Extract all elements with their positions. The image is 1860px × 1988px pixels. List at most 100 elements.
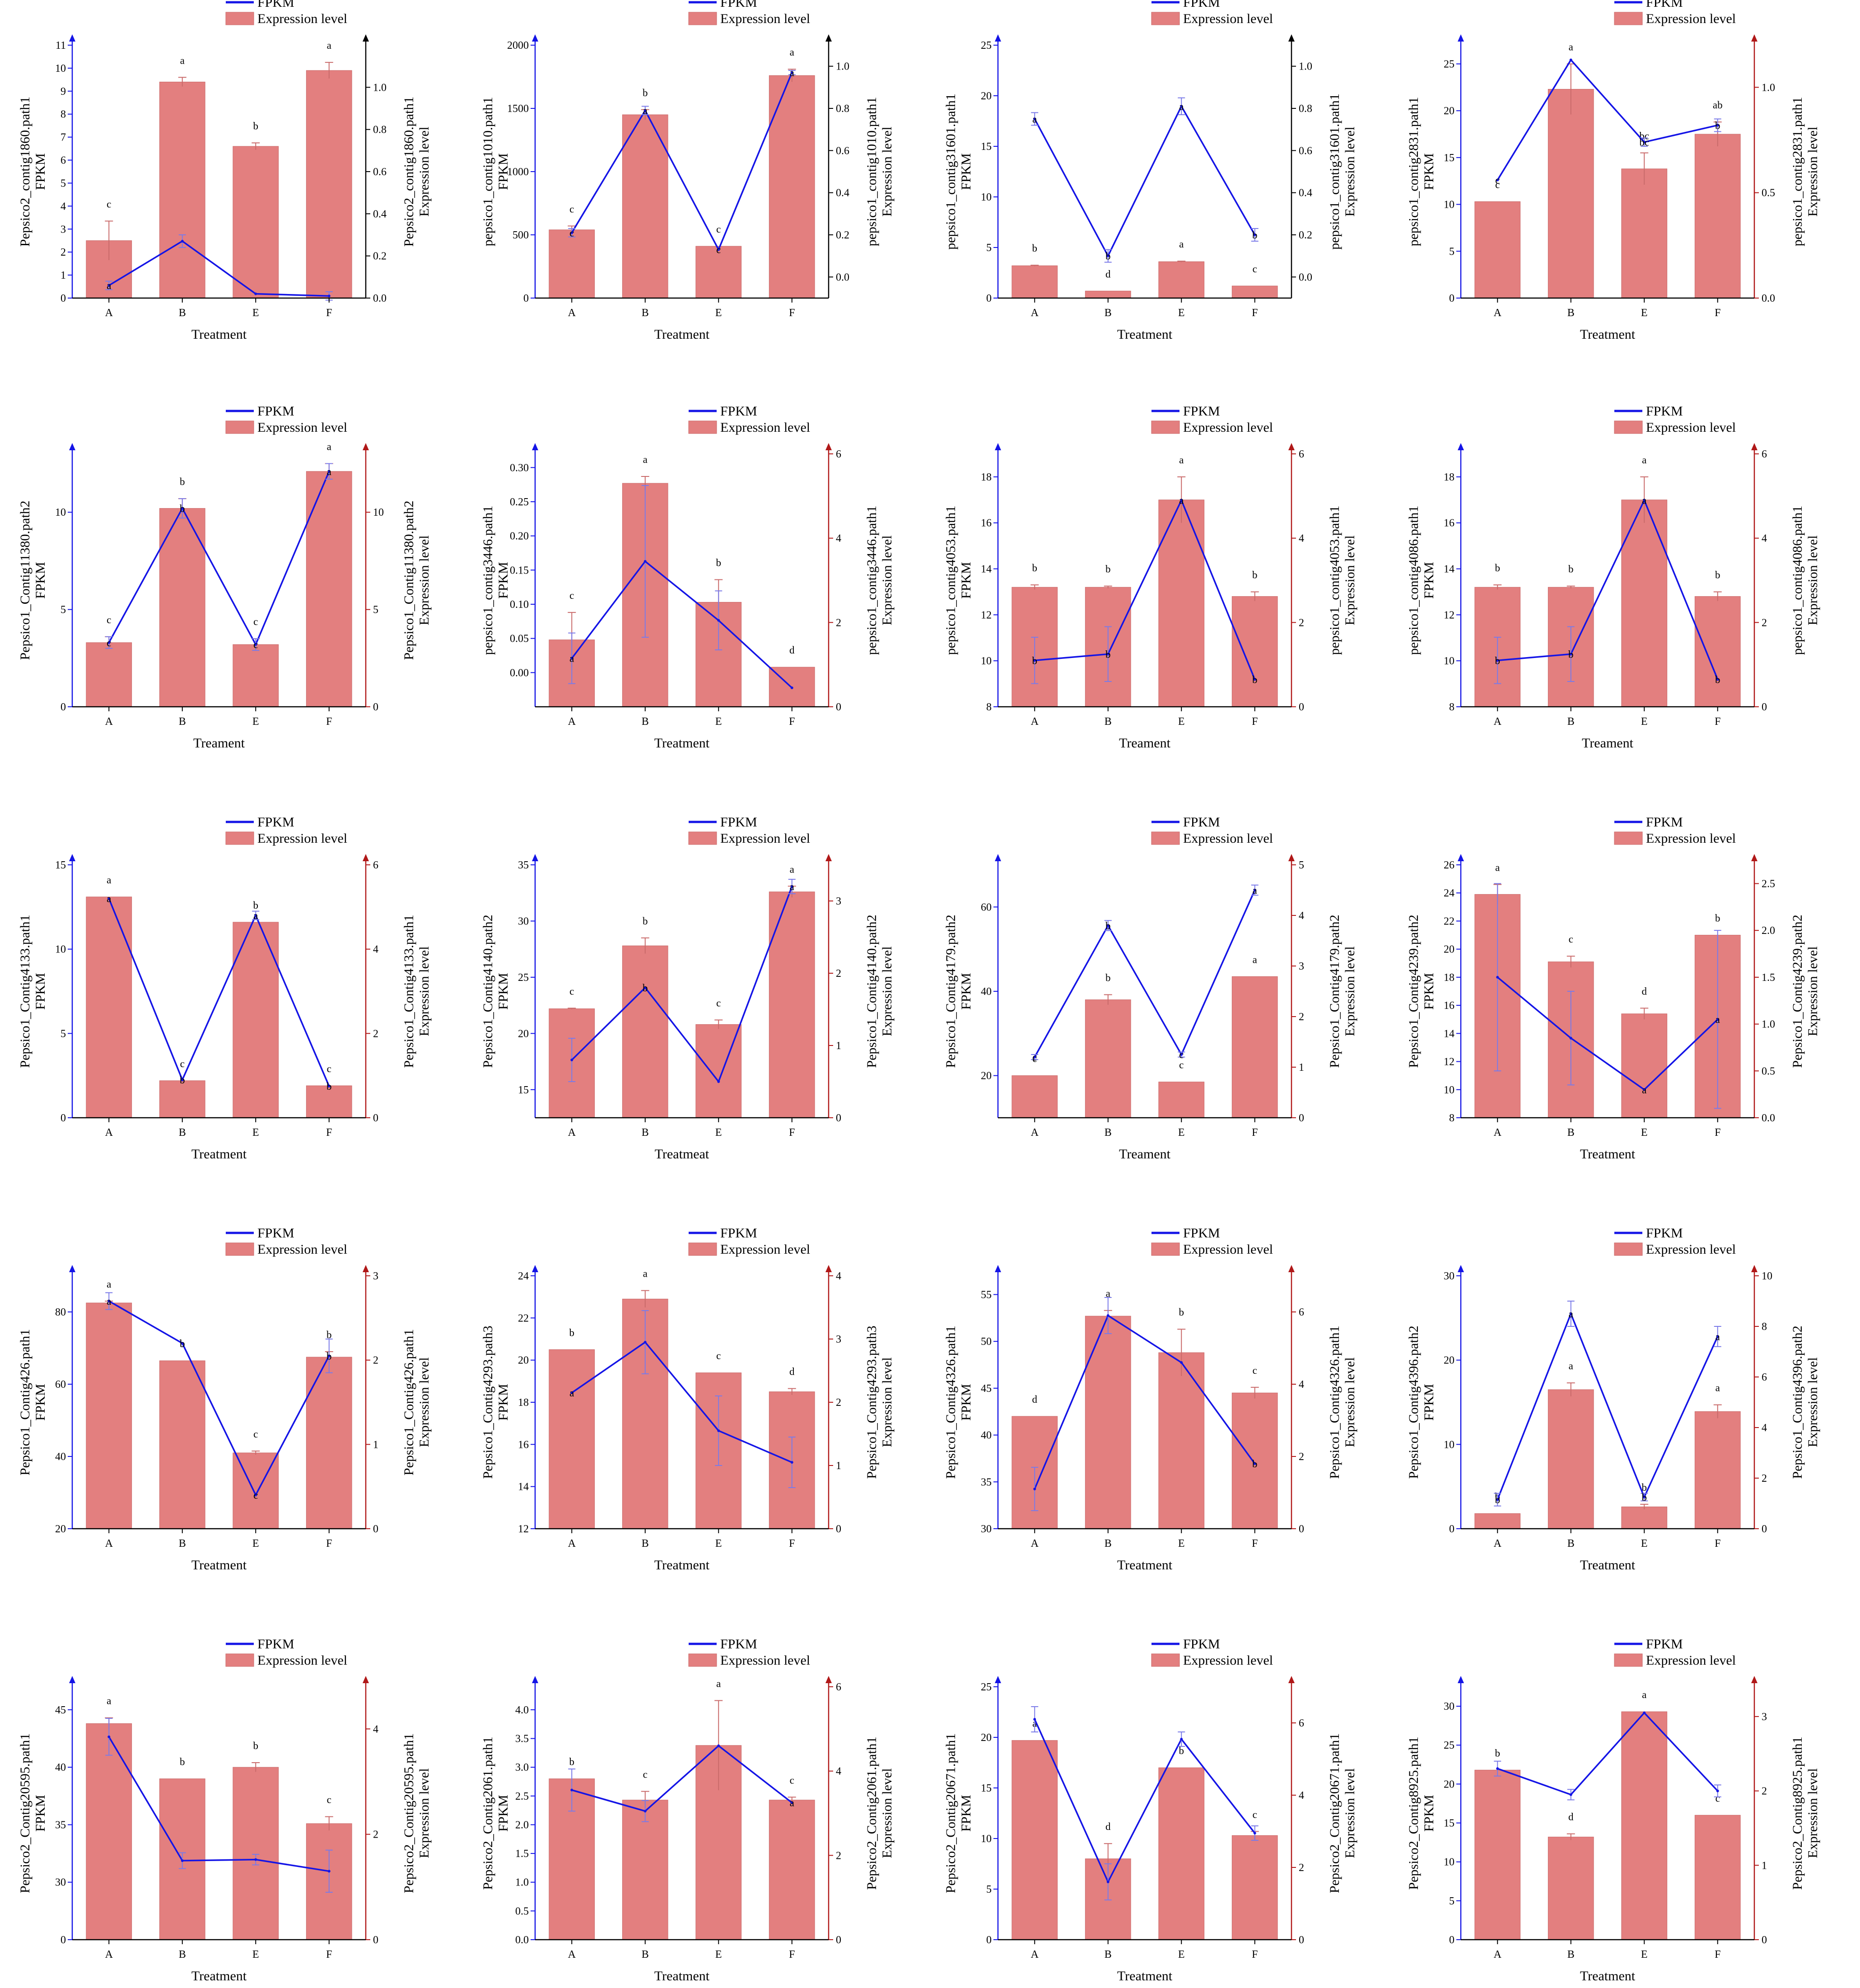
legend-expression-swatch: [1151, 831, 1180, 845]
left-axis-arrow: [995, 854, 1001, 861]
chart-panel: b b a b b b a b 8 10 12 14 16 18 0 2 4 6 A B E F Treament pepsi…: [1406, 404, 1820, 751]
left-tick-label: 0.5: [515, 1905, 529, 1917]
right-axis-title-line: Pepsico1_Contig4293.path3: [864, 1325, 879, 1479]
bar: [1694, 134, 1741, 299]
legend-expression-label: Expression level: [257, 831, 347, 846]
legend-expression-label: Expression level: [1646, 831, 1736, 846]
bar: [1158, 1767, 1205, 1940]
left-axis-title: Pepsico1_Contig4133.path1FPKM: [18, 915, 48, 1068]
line-significance-letter: b: [180, 1338, 185, 1349]
legend-expression-label: Expression level: [1183, 1653, 1273, 1668]
right-tick-label: 0.0: [1762, 1112, 1775, 1124]
bar-significance-letter: c: [569, 590, 574, 601]
x-tick-label: B: [179, 1127, 186, 1139]
line-point: [1716, 1335, 1719, 1338]
legend-expression-swatch: [1614, 12, 1643, 25]
right-axis-title: Pepsico2_Contig2061.path1Expression leve…: [864, 1736, 895, 1890]
bar-significance-letter: b: [716, 557, 722, 568]
left-tick-label: 12: [981, 609, 992, 621]
bar-significance-letter: b: [180, 1756, 185, 1768]
x-tick-label: F: [1252, 716, 1258, 728]
right-tick-label: 0: [836, 1934, 841, 1946]
left-axis-arrow: [69, 1676, 75, 1683]
legend-fpkm-label: FPKM: [1646, 404, 1683, 419]
left-axis-arrow: [532, 1265, 538, 1272]
legend-expression-label: Expression level: [720, 1653, 810, 1668]
right-tick-label: 4: [373, 944, 378, 956]
fpkm-line: [1034, 1719, 1256, 1884]
x-tick-label: A: [105, 1127, 113, 1139]
left-axis-title-line: FPKM: [1422, 1795, 1436, 1832]
right-axis-title: Pepsico1_Contig4140.path2Expression leve…: [864, 915, 895, 1068]
legend-expression-swatch: [1151, 420, 1180, 434]
fpkm-line: [108, 1300, 330, 1497]
x-tick-label: E: [715, 1538, 722, 1549]
left-tick-label: 40: [981, 1430, 992, 1442]
left-axis-title-line: FPKM: [33, 562, 48, 599]
left-tick-label: 9: [61, 86, 66, 98]
bar-significance-letter: c: [716, 1350, 721, 1362]
right-tick-label: 6: [1299, 1717, 1304, 1729]
x-tick-label: B: [179, 1538, 186, 1549]
x-tick-label: F: [1715, 716, 1720, 728]
left-axis-title-line: FPKM: [1422, 153, 1436, 190]
bar-significance-letter: b: [1032, 243, 1038, 254]
bar-significance-letter: c: [327, 1063, 331, 1074]
bar: [1621, 1506, 1668, 1529]
legend-fpkm-label: FPKM: [720, 0, 757, 10]
right-axis-arrow: [363, 854, 369, 861]
left-tick-label: 40: [55, 1762, 66, 1773]
bar: [769, 891, 815, 1118]
bar: [306, 1085, 352, 1118]
bar: [1158, 261, 1205, 299]
line-significance-letter: a: [107, 893, 111, 905]
line-point: [1496, 659, 1499, 662]
right-tick-label: 0.6: [836, 145, 849, 157]
bar-significance-letter: c: [1715, 1792, 1720, 1804]
left-tick-label: 60: [55, 1379, 66, 1391]
bar: [1012, 1075, 1058, 1118]
right-axis-title-line: pepsico1_contig4086.path1: [1790, 506, 1805, 655]
line-significance-letter: b: [1252, 674, 1258, 685]
left-tick-label: 10: [55, 507, 66, 518]
right-tick-label: 0: [836, 701, 841, 713]
legend-fpkm-label: FPKM: [1646, 815, 1683, 830]
left-tick-label: 20: [981, 90, 992, 102]
bar-significance-letter: a: [1642, 1689, 1646, 1700]
left-axis-title-line: FPKM: [496, 973, 511, 1010]
fpkm-line: [108, 1736, 330, 1872]
line-significance-letter: a: [1179, 101, 1184, 112]
legend-fpkm-label: FPKM: [1646, 1637, 1683, 1652]
left-axis-title-line: Pepsico1_Contig4396.path2: [1406, 1325, 1421, 1479]
left-axis-arrow: [69, 34, 75, 42]
left-axis-title-line: Pepsico1_Contig4293.path3: [480, 1325, 495, 1479]
left-axis-title-line: FPKM: [496, 562, 511, 599]
line-point: [1716, 124, 1719, 127]
left-axis-title-line: FPKM: [1422, 973, 1436, 1010]
left-tick-label: 5: [61, 1028, 66, 1040]
line-point: [643, 109, 647, 112]
bar-significance-letter: b: [1252, 569, 1258, 580]
bar-significance-letter: a: [107, 1279, 111, 1290]
x-tick-label: E: [1178, 307, 1185, 319]
left-tick-label: 20: [1444, 944, 1454, 956]
right-tick-label: 0.2: [1299, 229, 1312, 241]
left-axis-arrow: [69, 1265, 75, 1272]
right-tick-label: 4: [836, 533, 841, 545]
bar-significance-letter: b: [643, 915, 648, 927]
left-axis-title: pepsico1_contig31601.path1FPKM: [943, 93, 974, 250]
legend-expression-label: Expression level: [720, 11, 810, 26]
bar: [695, 246, 742, 299]
line-point: [643, 986, 647, 989]
right-axis-title-line: Expression level: [880, 946, 895, 1036]
fpkm-line: [1034, 1314, 1256, 1489]
x-tick-label: F: [326, 716, 332, 728]
left-axis-title-line: Pepsico2_Contig20671.path1: [943, 1733, 958, 1893]
right-tick-label: 0.4: [836, 187, 849, 199]
bar-significance-letter: b: [1715, 913, 1720, 924]
bar-significance-letter: b: [1179, 1745, 1184, 1756]
left-tick-label: 20: [55, 1523, 66, 1535]
fpkm-line: [571, 886, 793, 1083]
left-axis-arrow: [1458, 1265, 1464, 1272]
